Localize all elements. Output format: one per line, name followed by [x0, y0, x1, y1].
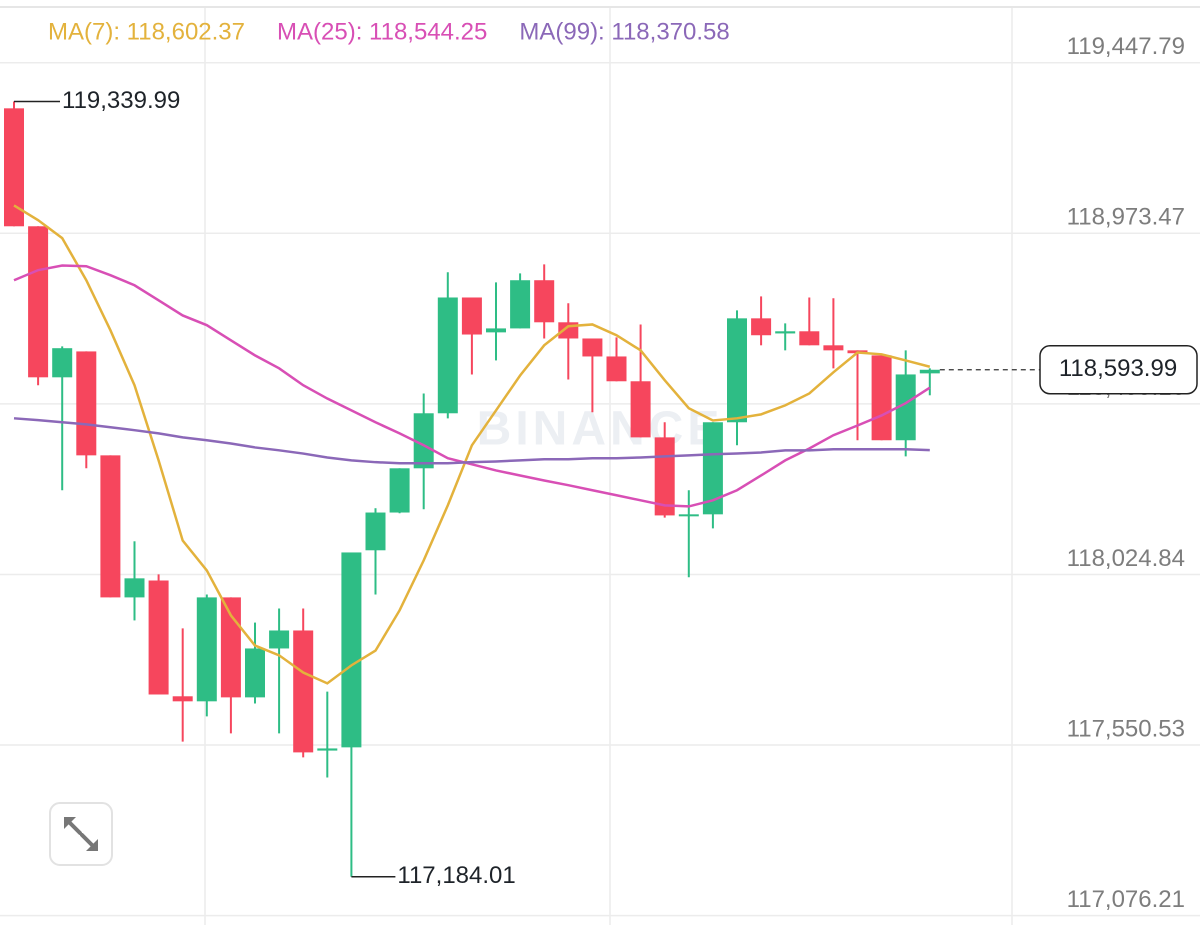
- watermark: BINANCE: [477, 403, 724, 456]
- candle-body: [172, 696, 193, 702]
- candle-body: [389, 468, 410, 513]
- candle-body: [269, 630, 290, 649]
- candle-body: [606, 356, 627, 382]
- candle-body: [486, 328, 506, 333]
- candle-body: [28, 226, 49, 378]
- candle-body: [582, 338, 603, 357]
- candle-body: [630, 381, 651, 438]
- candle-body: [413, 413, 434, 469]
- candle-body: [799, 331, 820, 346]
- y-tick-label: 117,076.21: [1067, 886, 1185, 913]
- grid-layer: [0, 61, 1200, 917]
- candle-body: [534, 280, 555, 323]
- candle-body: [52, 348, 73, 378]
- fullscreen-button[interactable]: [49, 802, 113, 866]
- y-tick-label: 117,550.53: [1067, 715, 1185, 742]
- candle-layer: [4, 101, 940, 877]
- candle-body: [124, 578, 145, 598]
- ma-line: [13, 417, 930, 465]
- last-price-box: [1039, 345, 1198, 395]
- candle-body: [461, 297, 482, 335]
- y-tick-label: 119,447.79: [1067, 33, 1185, 60]
- ma-line: [13, 204, 931, 685]
- legend-entry: MA(99): 118,370.58: [519, 18, 729, 45]
- candle-body: [317, 748, 338, 751]
- candle-body: [220, 597, 241, 698]
- candle-body: [727, 318, 747, 423]
- low-label: 117,184.01: [397, 862, 515, 889]
- candle-body: [895, 374, 916, 441]
- candle-body: [678, 514, 699, 517]
- high-label: 119,339.99: [62, 87, 180, 114]
- label-layer: 117,076.21117,550.53118,024.84118,499.16…: [14, 33, 1198, 913]
- candle-body: [293, 630, 314, 753]
- candle-body: [751, 318, 772, 336]
- expand-icon-stems[interactable]: [65, 818, 97, 850]
- candle-body: [871, 355, 892, 441]
- ma-line: [13, 264, 931, 508]
- legend-entry: MA(25): 118,544.25: [277, 18, 487, 45]
- candle-body: [702, 422, 723, 515]
- ma-layer: [13, 204, 931, 685]
- candle-body: [100, 455, 121, 598]
- legend-entry: MA(7): 118,602.37: [48, 18, 245, 45]
- y-tick-label: 118,024.84: [1067, 545, 1185, 572]
- candle-body: [775, 331, 796, 334]
- legend: MA(7): 118,602.37 MA(25): 118,544.25 MA(99…: [48, 18, 730, 45]
- last-price-label: 118,593.99: [1059, 355, 1177, 382]
- candle-body: [823, 345, 844, 351]
- candle-body: [919, 369, 940, 374]
- y-tick-label: 118,973.47: [1067, 204, 1185, 231]
- candle-body: [196, 597, 217, 702]
- candle-body: [76, 351, 97, 456]
- candle-body: [365, 512, 386, 551]
- candle-body: [510, 280, 531, 329]
- candle-body: [4, 108, 24, 227]
- candle-body: [341, 552, 362, 748]
- candle-body: [437, 297, 458, 414]
- candle-body: [245, 648, 265, 698]
- candle-body: [148, 580, 169, 695]
